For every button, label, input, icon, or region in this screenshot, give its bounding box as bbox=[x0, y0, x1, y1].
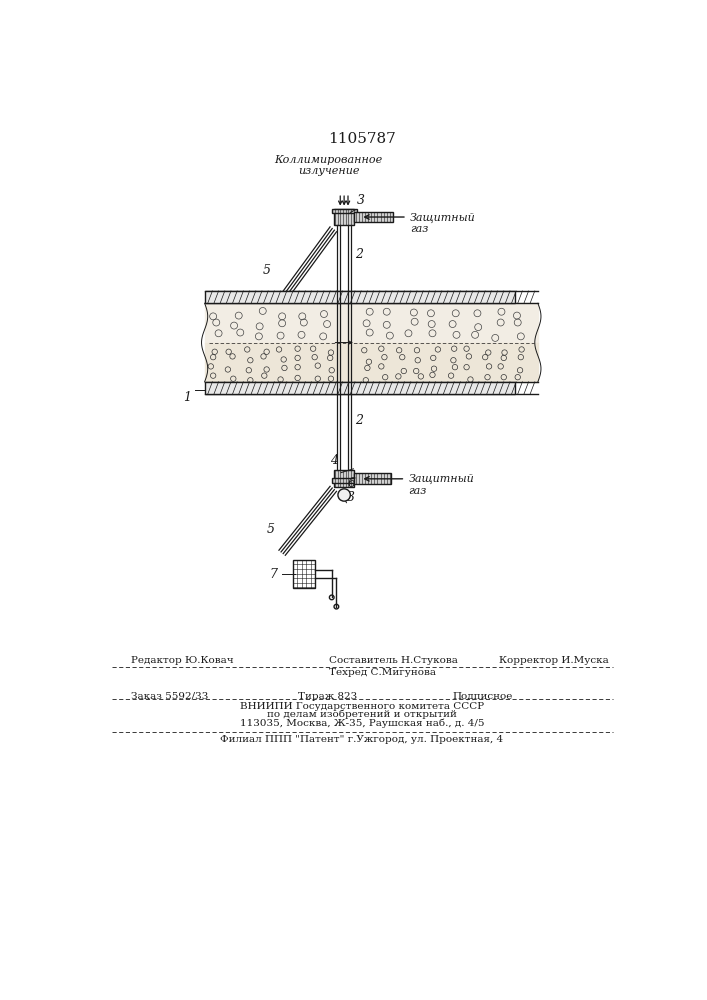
Text: 2: 2 bbox=[355, 248, 363, 261]
Text: 1105787: 1105787 bbox=[328, 132, 396, 146]
Text: по делам изобретений и открытий: по делам изобретений и открытий bbox=[267, 710, 457, 719]
Text: 1: 1 bbox=[184, 391, 192, 404]
Text: Защитный
газ: Защитный газ bbox=[410, 212, 476, 234]
Text: Редактор Ю.Ковач: Редактор Ю.Ковач bbox=[131, 656, 233, 665]
Text: Корректор И.Муска: Корректор И.Муска bbox=[499, 656, 609, 665]
Bar bbox=[354, 212, 393, 222]
Text: 3: 3 bbox=[346, 491, 354, 504]
Text: 113035, Москва, Ж-35, Раушская наб., д. 4/5: 113035, Москва, Ж-35, Раушская наб., д. … bbox=[240, 718, 484, 728]
Text: 5: 5 bbox=[263, 264, 271, 277]
Bar bbox=[354, 473, 392, 484]
Text: Составитель Н.Стукова: Составитель Н.Стукова bbox=[329, 656, 457, 665]
Text: Техред С.Мигунова: Техред С.Мигунова bbox=[329, 668, 436, 677]
Text: Защитный
газ: Защитный газ bbox=[409, 474, 474, 496]
Text: Коллимированное
излучение: Коллимированное излучение bbox=[274, 155, 382, 176]
Bar bbox=[334, 470, 354, 487]
Text: 2: 2 bbox=[355, 414, 363, 427]
Bar bbox=[332, 209, 356, 213]
Text: Тираж 823: Тираж 823 bbox=[298, 692, 357, 701]
Circle shape bbox=[338, 489, 351, 501]
Bar bbox=[204, 382, 515, 394]
Text: 6: 6 bbox=[348, 477, 356, 490]
Bar bbox=[334, 209, 354, 225]
Text: 5: 5 bbox=[267, 523, 274, 536]
Text: 3: 3 bbox=[356, 194, 365, 207]
Text: Заказ 5592/33: Заказ 5592/33 bbox=[131, 692, 209, 701]
Text: ВНИИПИ Государственного комитета СССР: ВНИИПИ Государственного комитета СССР bbox=[240, 702, 484, 711]
Text: Филиал ППП "Патент" г.Ужгород, ул. Проектная, 4: Филиал ППП "Патент" г.Ужгород, ул. Проек… bbox=[221, 735, 503, 744]
Bar bbox=[332, 478, 356, 483]
Text: Подписное: Подписное bbox=[452, 692, 513, 701]
Text: 7: 7 bbox=[269, 568, 277, 581]
Bar bbox=[204, 291, 515, 303]
Bar bbox=[293, 560, 315, 588]
Text: 4: 4 bbox=[330, 454, 338, 467]
